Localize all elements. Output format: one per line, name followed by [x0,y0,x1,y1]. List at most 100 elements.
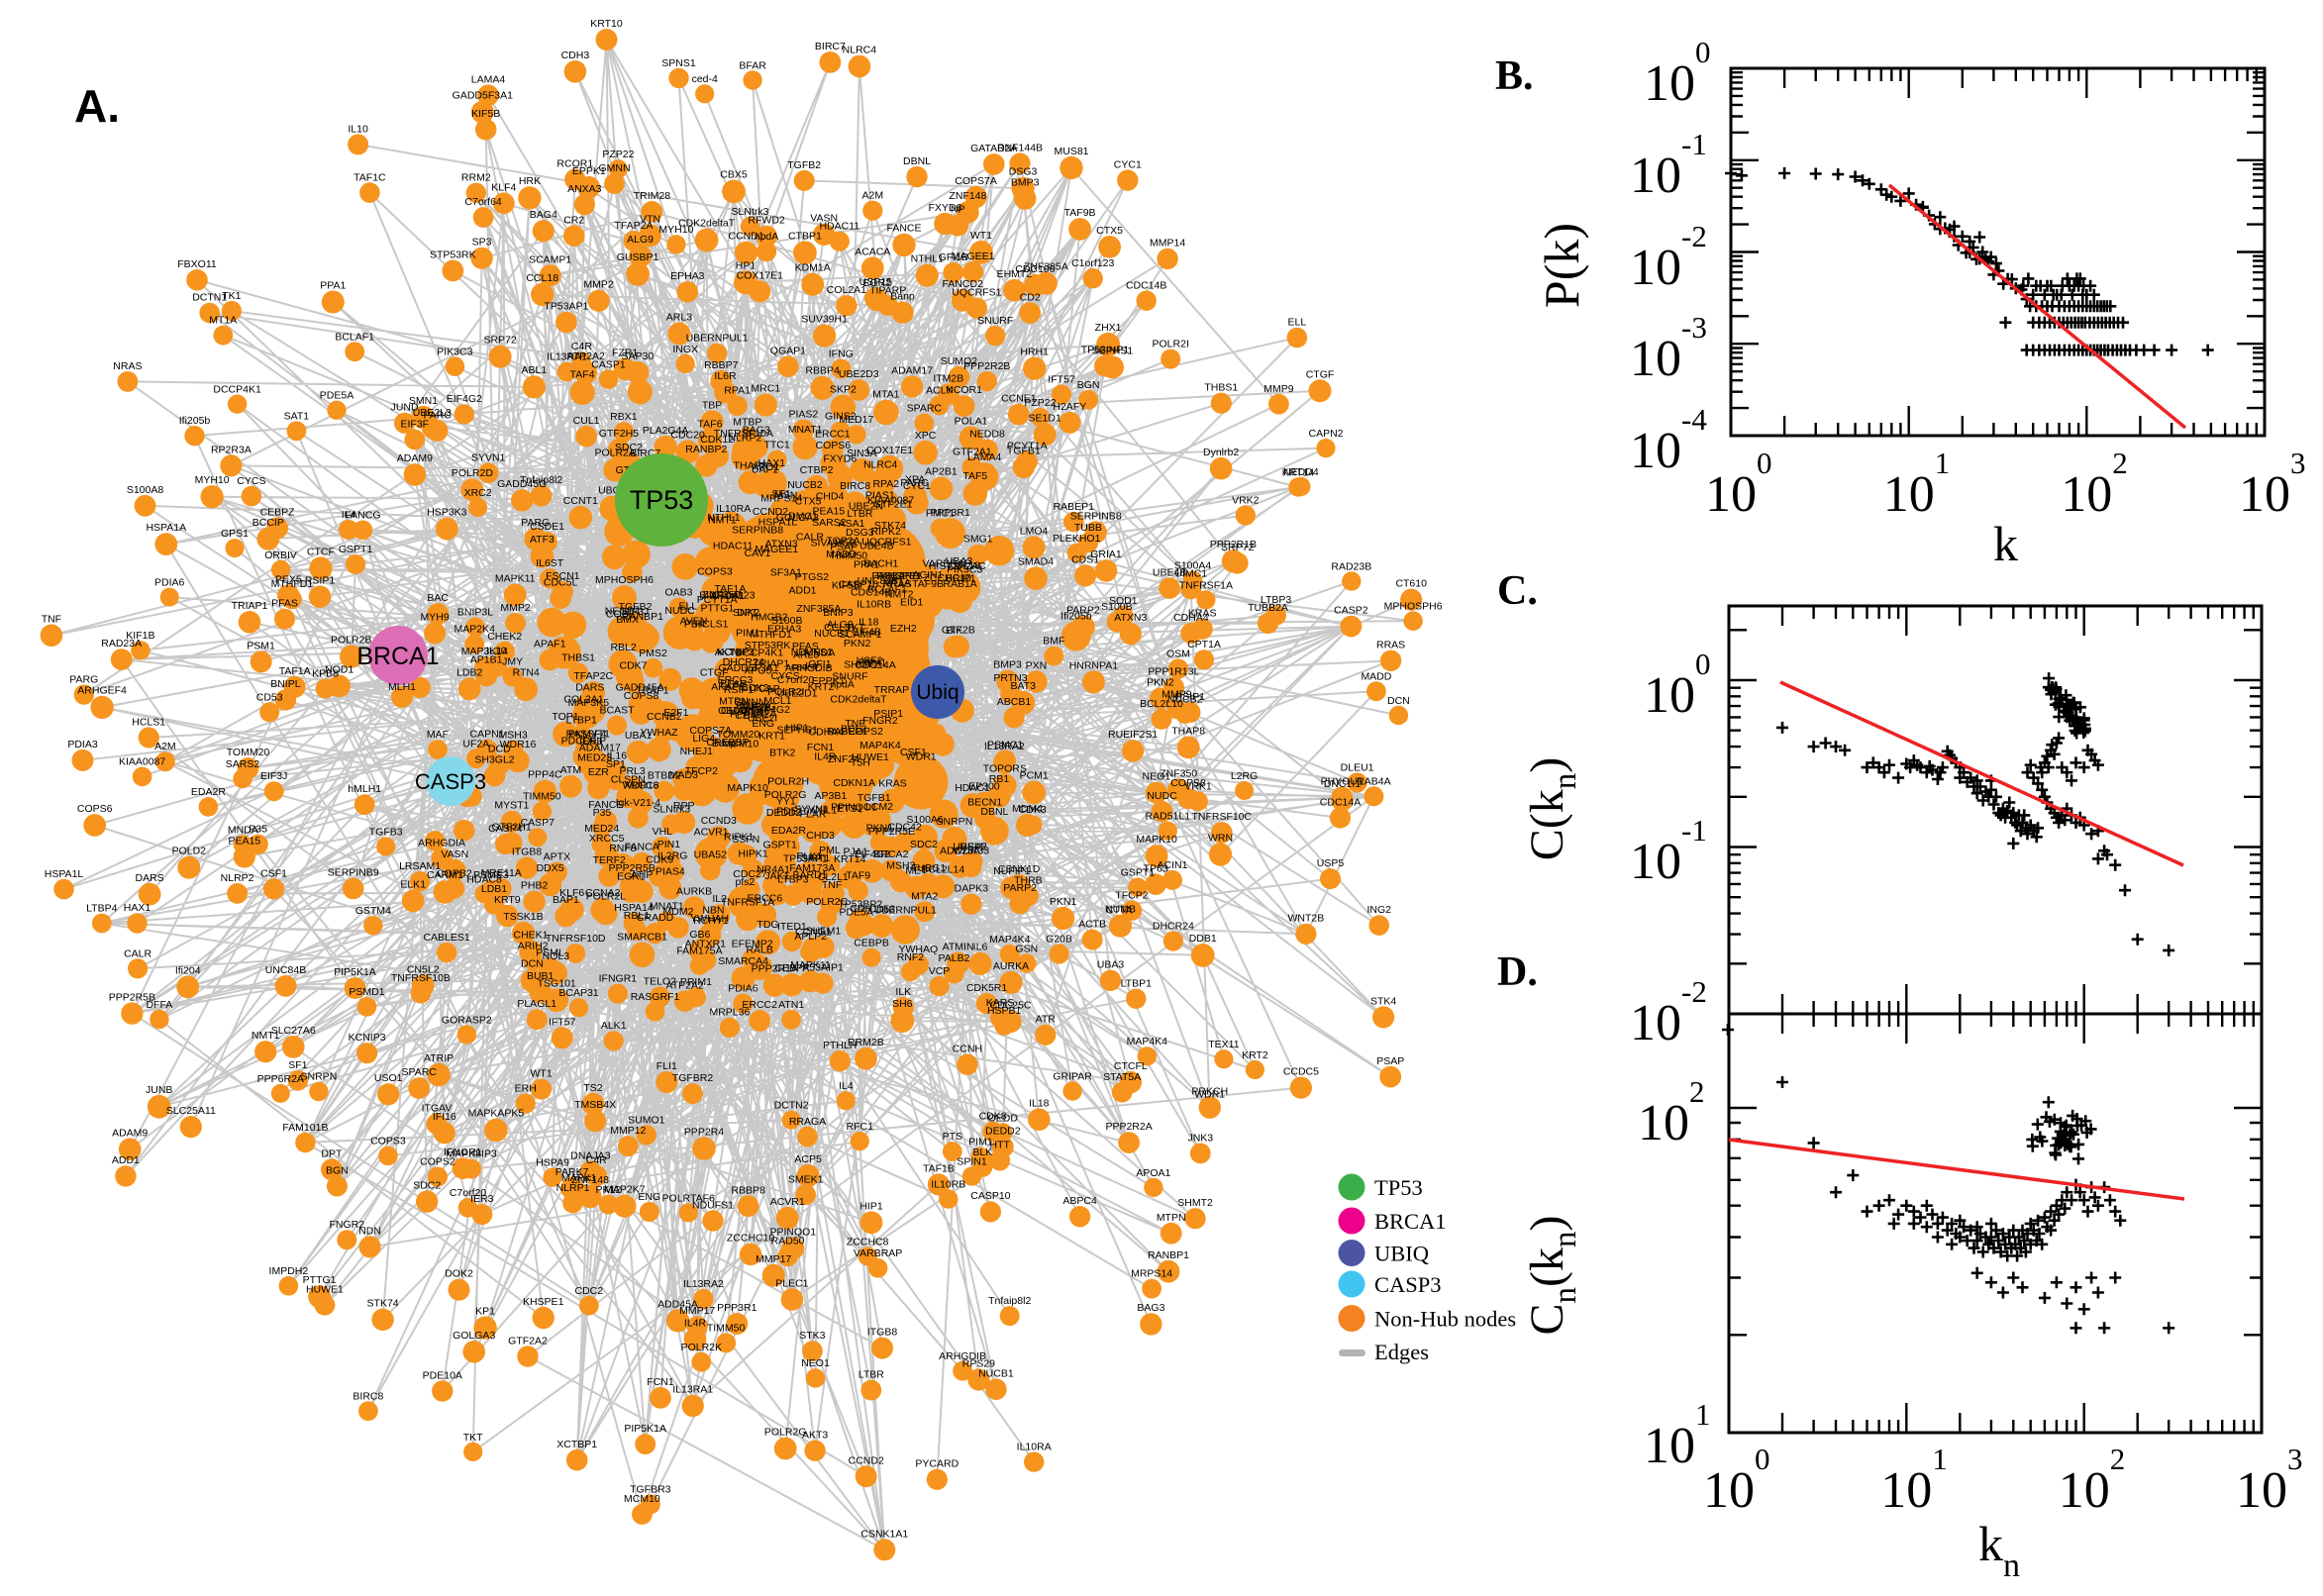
svg-text:DBNL: DBNL [980,806,1008,818]
svg-text:NUCB1: NUCB1 [978,1367,1014,1379]
svg-text:KRT10: KRT10 [590,18,623,30]
svg-text:PCYT1A: PCYT1A [697,594,738,606]
svg-text:BCL2: BCL2 [841,724,866,736]
svg-text:FCN1: FCN1 [807,742,835,753]
svg-text:RANBP2: RANBP2 [685,444,727,455]
svg-text:SARS2: SARS2 [226,758,260,770]
svg-text:CEBPA: CEBPA [774,962,809,974]
svg-text:KRAS: KRAS [878,778,907,790]
svg-text:2: 2 [1689,1074,1705,1109]
svg-text:PARK7: PARK7 [556,1166,589,1178]
svg-text:DBNL: DBNL [903,155,931,167]
svg-text:XPC: XPC [915,430,937,442]
svg-text:UBA52: UBA52 [694,849,727,861]
svg-text:NEO1: NEO1 [1143,771,1171,783]
svg-text:POLR2G: POLR2G [764,1427,807,1439]
svg-text:RRM2: RRM2 [461,172,491,184]
svg-text:POLR2D: POLR2D [452,467,493,479]
svg-text:RTN4: RTN4 [513,666,540,678]
svg-text:RIPK2: RIPK2 [871,526,902,538]
svg-text:HAX1: HAX1 [124,902,152,914]
svg-text:SF3A1: SF3A1 [770,566,802,578]
svg-text:PDIA6: PDIA6 [154,577,185,589]
svg-text:JAK1: JAK1 [764,870,789,882]
svg-text:DOK2: DOK2 [445,1268,473,1280]
svg-text:UBE4B: UBE4B [859,540,893,551]
svg-text:SRP72: SRP72 [1221,542,1254,553]
svg-text:GFI1B: GFI1B [939,251,968,263]
svg-text:EIF4G2: EIF4G2 [755,704,790,716]
svg-text:GADD45A: GADD45A [616,681,664,693]
svg-text:PRL3: PRL3 [619,765,645,777]
svg-text:10: 10 [1630,995,1681,1051]
svg-text:ARHGDIA: ARHGDIA [418,837,465,848]
svg-text:CCNT1: CCNT1 [563,495,598,507]
svg-text:COPS8: COPS8 [624,690,659,702]
svg-text:BLK: BLK [744,707,763,719]
svg-text:UBE2D3: UBE2D3 [839,368,879,380]
svg-text:MCM10: MCM10 [624,1493,660,1505]
svg-text:POLR2G: POLR2G [764,789,807,801]
svg-text:TAF1B: TAF1B [740,702,771,714]
svg-text:GSPT1: GSPT1 [1121,867,1156,879]
svg-text:PEA15: PEA15 [813,505,846,517]
svg-text:WDR1: WDR1 [906,750,937,762]
svg-text:2: 2 [2110,1442,2126,1476]
svg-text:PTTG1: PTTG1 [700,602,734,614]
svg-text:POLR2B: POLR2B [331,635,371,647]
svg-text:MUS81: MUS81 [1054,146,1088,157]
svg-text:ACACA: ACACA [855,246,890,257]
svg-text:MNAT1: MNAT1 [650,900,684,912]
svg-text:RABEP1: RABEP1 [827,726,868,738]
svg-text:C.: C. [1497,568,1538,614]
svg-text:MMP9: MMP9 [1263,383,1293,395]
svg-text:PLEKHO1: PLEKHO1 [1053,533,1101,545]
svg-text:DNC1I1: DNC1I1 [1324,778,1362,790]
svg-text:CTGF: CTGF [700,666,729,678]
svg-text:NLRC4: NLRC4 [843,45,877,56]
svg-text:BAT3: BAT3 [1010,680,1036,692]
svg-text:UBE2L3: UBE2L3 [413,407,452,419]
svg-text:XIL1: XIL1 [816,805,838,817]
svg-text:RBX1: RBX1 [610,411,638,423]
svg-text:POLR2K: POLR2K [681,1342,722,1353]
svg-text:GORASP2: GORASP2 [442,1014,492,1026]
svg-text:RALB: RALB [746,944,772,955]
svg-text:PEA15: PEA15 [228,835,260,847]
svg-text:Banp: Banp [890,291,915,303]
svg-text:UBA1: UBA1 [625,730,653,742]
svg-text:YWHAH: YWHAH [690,913,729,925]
svg-text:RCHY1: RCHY1 [693,915,729,927]
svg-text:0: 0 [1755,1442,1770,1476]
svg-text:PYCARD: PYCARD [876,570,920,582]
svg-text:MAP4K4: MAP4K4 [989,934,1031,946]
svg-text:MSH3: MSH3 [499,730,528,742]
svg-text:IL4: IL4 [839,1080,854,1092]
svg-text:PSML: PSML [536,948,564,959]
svg-text:10: 10 [2061,466,2112,523]
svg-text:TNFRSF1A: TNFRSF1A [1179,579,1233,591]
svg-text:PFAS: PFAS [792,641,819,652]
svg-text:PHYOU1: PHYOU1 [1321,776,1364,788]
svg-text:GUSBP1: GUSBP1 [617,251,659,263]
svg-text:npdA: npdA [830,678,855,690]
svg-text:XPO5: XPO5 [744,665,771,677]
svg-text:CYCS: CYCS [237,475,265,487]
svg-text:BRCA1: BRCA1 [1374,1209,1447,1234]
svg-text:PARP2: PARP2 [1066,604,1100,616]
svg-text:APAF1: APAF1 [534,639,566,650]
svg-text:SERPINB8: SERPINB8 [732,524,783,536]
svg-text:CRADD: CRADD [637,912,674,924]
svg-text:CCNE1: CCNE1 [1001,393,1037,405]
svg-text:CHD4: CHD4 [816,490,845,502]
svg-text:TELO2: TELO2 [644,976,676,988]
svg-text:npdA: npdA [755,231,779,243]
svg-text:S100A4: S100A4 [1174,560,1212,572]
svg-text:E2F1: E2F1 [663,707,688,719]
svg-text:POLR2L: POLR2L [586,891,626,903]
svg-text:IL18: IL18 [858,616,879,628]
svg-text:MADD: MADD [826,549,857,560]
svg-text:PIAS2: PIAS2 [789,409,819,421]
svg-text:UBE2N: UBE2N [849,501,883,513]
svg-text:RFWD2: RFWD2 [748,215,784,227]
